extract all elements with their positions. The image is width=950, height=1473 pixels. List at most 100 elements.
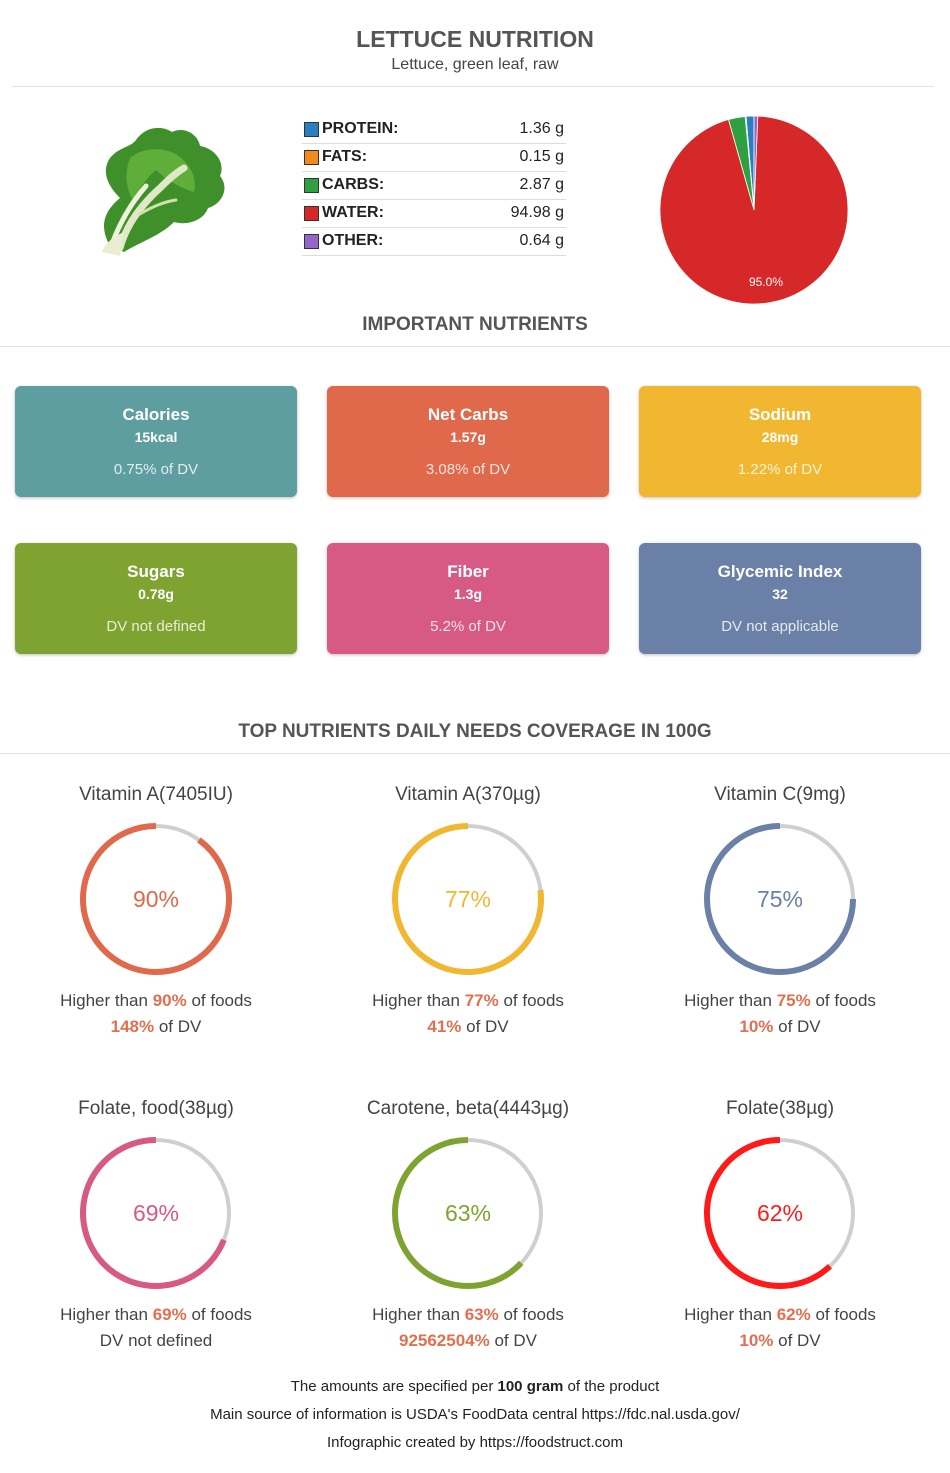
card-fiber-title: Fiber bbox=[447, 562, 489, 581]
card-net-carbs: Net Carbs 1.57g 3.08% of DV bbox=[327, 386, 609, 497]
card-sodium-value: 28mg bbox=[761, 429, 799, 445]
card-sugars-dv: DV not defined bbox=[106, 618, 206, 635]
coverage-percent: 69% bbox=[132, 1200, 180, 1226]
coverage-dv-text: DV not defined bbox=[99, 1331, 213, 1350]
card-glycemic-index-title: Glycemic Index bbox=[717, 562, 843, 581]
macro-row-fats: FATS: 0.15 g bbox=[302, 144, 566, 172]
macro-row-protein: PROTEIN: 1.36 g bbox=[302, 116, 566, 144]
coverage-ring: 75% bbox=[700, 819, 860, 979]
protein-label: PROTEIN: bbox=[322, 120, 399, 137]
coverage-dv-text: 10% of DV bbox=[739, 1331, 821, 1350]
coverage-item: Vitamin A(7405IU) 90% Higher than 90% of… bbox=[0, 784, 312, 1037]
fats-value: 0.15 g bbox=[519, 148, 564, 165]
card-net-carbs-value: 1.57g bbox=[450, 429, 486, 445]
coverage-rank-text: Higher than 77% of foods bbox=[372, 991, 564, 1010]
card-net-carbs-title: Net Carbs bbox=[427, 405, 509, 424]
coverage-rank-text: Higher than 63% of foods bbox=[372, 1305, 564, 1324]
card-net-carbs-dv: 3.08% of DV bbox=[425, 461, 511, 478]
card-fiber-dv: 5.2% of DV bbox=[430, 618, 506, 635]
macro-row-carbs: CARBS: 2.87 g bbox=[302, 172, 566, 200]
coverage-ring: 69% bbox=[76, 1133, 236, 1293]
other-value: 0.64 g bbox=[519, 232, 564, 249]
coverage-item: Vitamin A(370µg) 77% Higher than 77% of … bbox=[312, 784, 624, 1037]
coverage-dv-text: 148% of DV bbox=[110, 1017, 202, 1036]
coverage-item: Folate(38µg) 62% Higher than 62% of food… bbox=[624, 1098, 936, 1351]
page-title: LETTUCE NUTRITION bbox=[356, 26, 594, 52]
macro-pie-chart: 95.0% bbox=[659, 115, 849, 305]
card-sodium-title: Sodium bbox=[748, 405, 812, 424]
coverage-divider bbox=[0, 753, 950, 754]
header-divider bbox=[12, 86, 934, 87]
coverage-percent: 77% bbox=[444, 886, 492, 912]
ring-progress-arc bbox=[392, 1137, 524, 1289]
card-glycemic-index-value: 32 bbox=[772, 586, 788, 602]
ring-progress-arc bbox=[80, 823, 232, 975]
coverage-percent: 75% bbox=[756, 886, 804, 912]
fats-label: FATS: bbox=[322, 148, 368, 165]
coverage-item-title: Vitamin A(7405IU) bbox=[79, 784, 233, 805]
other-swatch bbox=[304, 234, 319, 249]
footer-credit: Infographic created by https://foodstruc… bbox=[327, 1434, 623, 1451]
coverage-percent: 90% bbox=[132, 886, 180, 912]
card-calories: Calories 15kcal 0.75% of DV bbox=[15, 386, 297, 497]
card-glycemic-index-dv: DV not applicable bbox=[721, 618, 839, 635]
coverage-rank-text: Higher than 90% of foods bbox=[60, 991, 252, 1010]
card-glycemic-index: Glycemic Index 32 DV not applicable bbox=[639, 543, 921, 654]
card-sodium-dv: 1.22% of DV bbox=[737, 461, 823, 478]
card-calories-value: 15kcal bbox=[134, 429, 178, 445]
coverage-dv-text: 92562504% of DV bbox=[398, 1331, 537, 1350]
protein-swatch bbox=[304, 122, 319, 137]
coverage-item-title: Folate, food(38µg) bbox=[78, 1098, 234, 1119]
ring-progress-arc bbox=[80, 1137, 227, 1289]
macro-row-other: OTHER: 0.64 g bbox=[302, 228, 566, 256]
coverage-rank-text: Higher than 62% of foods bbox=[684, 1305, 876, 1324]
lettuce-image bbox=[102, 127, 225, 256]
important-nutrients-title: IMPORTANT NUTRIENTS bbox=[362, 314, 588, 335]
card-sodium: Sodium 28mg 1.22% of DV bbox=[639, 386, 921, 497]
coverage-item-title: Carotene, beta(4443µg) bbox=[366, 1098, 570, 1119]
card-fiber-value: 1.3g bbox=[453, 586, 482, 602]
card-sugars: Sugars 0.78g DV not defined bbox=[15, 543, 297, 654]
coverage-percent: 63% bbox=[444, 1200, 492, 1226]
pie-slice-water bbox=[659, 115, 849, 305]
protein-value: 1.36 g bbox=[519, 120, 564, 137]
ring-progress-arc bbox=[704, 823, 856, 975]
coverage-item-title: Vitamin C(9mg) bbox=[714, 784, 846, 805]
coverage-dv-text: 41% of DV bbox=[427, 1017, 509, 1036]
coverage-title: TOP NUTRIENTS DAILY NEEDS COVERAGE IN 10… bbox=[238, 721, 712, 742]
coverage-ring: 77% bbox=[388, 819, 548, 979]
coverage-rank-text: Higher than 75% of foods bbox=[684, 991, 876, 1010]
coverage-item-title: Folate(38µg) bbox=[725, 1098, 835, 1119]
water-value: 94.98 g bbox=[510, 204, 564, 221]
coverage-ring: 90% bbox=[76, 819, 236, 979]
coverage-percent: 62% bbox=[756, 1200, 804, 1226]
ring-progress-arc bbox=[704, 1137, 833, 1289]
card-sugars-title: Sugars bbox=[127, 562, 185, 581]
fats-swatch bbox=[304, 150, 319, 165]
pie-slice-other bbox=[753, 115, 759, 211]
other-label: OTHER: bbox=[322, 232, 384, 249]
card-calories-dv: 0.75% of DV bbox=[113, 461, 199, 478]
card-calories-title: Calories bbox=[122, 405, 190, 424]
coverage-item-title: Vitamin A(370µg) bbox=[395, 784, 541, 805]
page-subtitle: Lettuce, green leaf, raw bbox=[391, 56, 559, 73]
coverage-dv-text: 10% of DV bbox=[739, 1017, 821, 1036]
water-swatch bbox=[304, 206, 319, 221]
ring-progress-arc bbox=[392, 823, 544, 975]
carbs-swatch bbox=[304, 178, 319, 193]
coverage-item: Carotene, beta(4443µg) 63% Higher than 6… bbox=[312, 1098, 624, 1351]
macro-row-water: WATER: 94.98 g bbox=[302, 200, 566, 228]
pie-data-label: 95.0% bbox=[749, 275, 783, 289]
carbs-value: 2.87 g bbox=[519, 176, 564, 193]
footer-amount-note: The amounts are specified per 100 gram o… bbox=[290, 1378, 660, 1395]
card-fiber: Fiber 1.3g 5.2% of DV bbox=[327, 543, 609, 654]
important-divider bbox=[0, 346, 950, 347]
footer-source: Main source of information is USDA's Foo… bbox=[210, 1406, 740, 1423]
macros-table: PROTEIN: 1.36 g FATS: 0.15 g CARBS: 2.87… bbox=[302, 116, 566, 256]
coverage-rank-text: Higher than 69% of foods bbox=[60, 1305, 252, 1324]
card-sugars-value: 0.78g bbox=[138, 586, 174, 602]
coverage-ring: 63% bbox=[388, 1133, 548, 1293]
coverage-item: Vitamin C(9mg) 75% Higher than 75% of fo… bbox=[624, 784, 936, 1037]
carbs-label: CARBS: bbox=[322, 176, 385, 193]
water-label: WATER: bbox=[322, 204, 384, 221]
